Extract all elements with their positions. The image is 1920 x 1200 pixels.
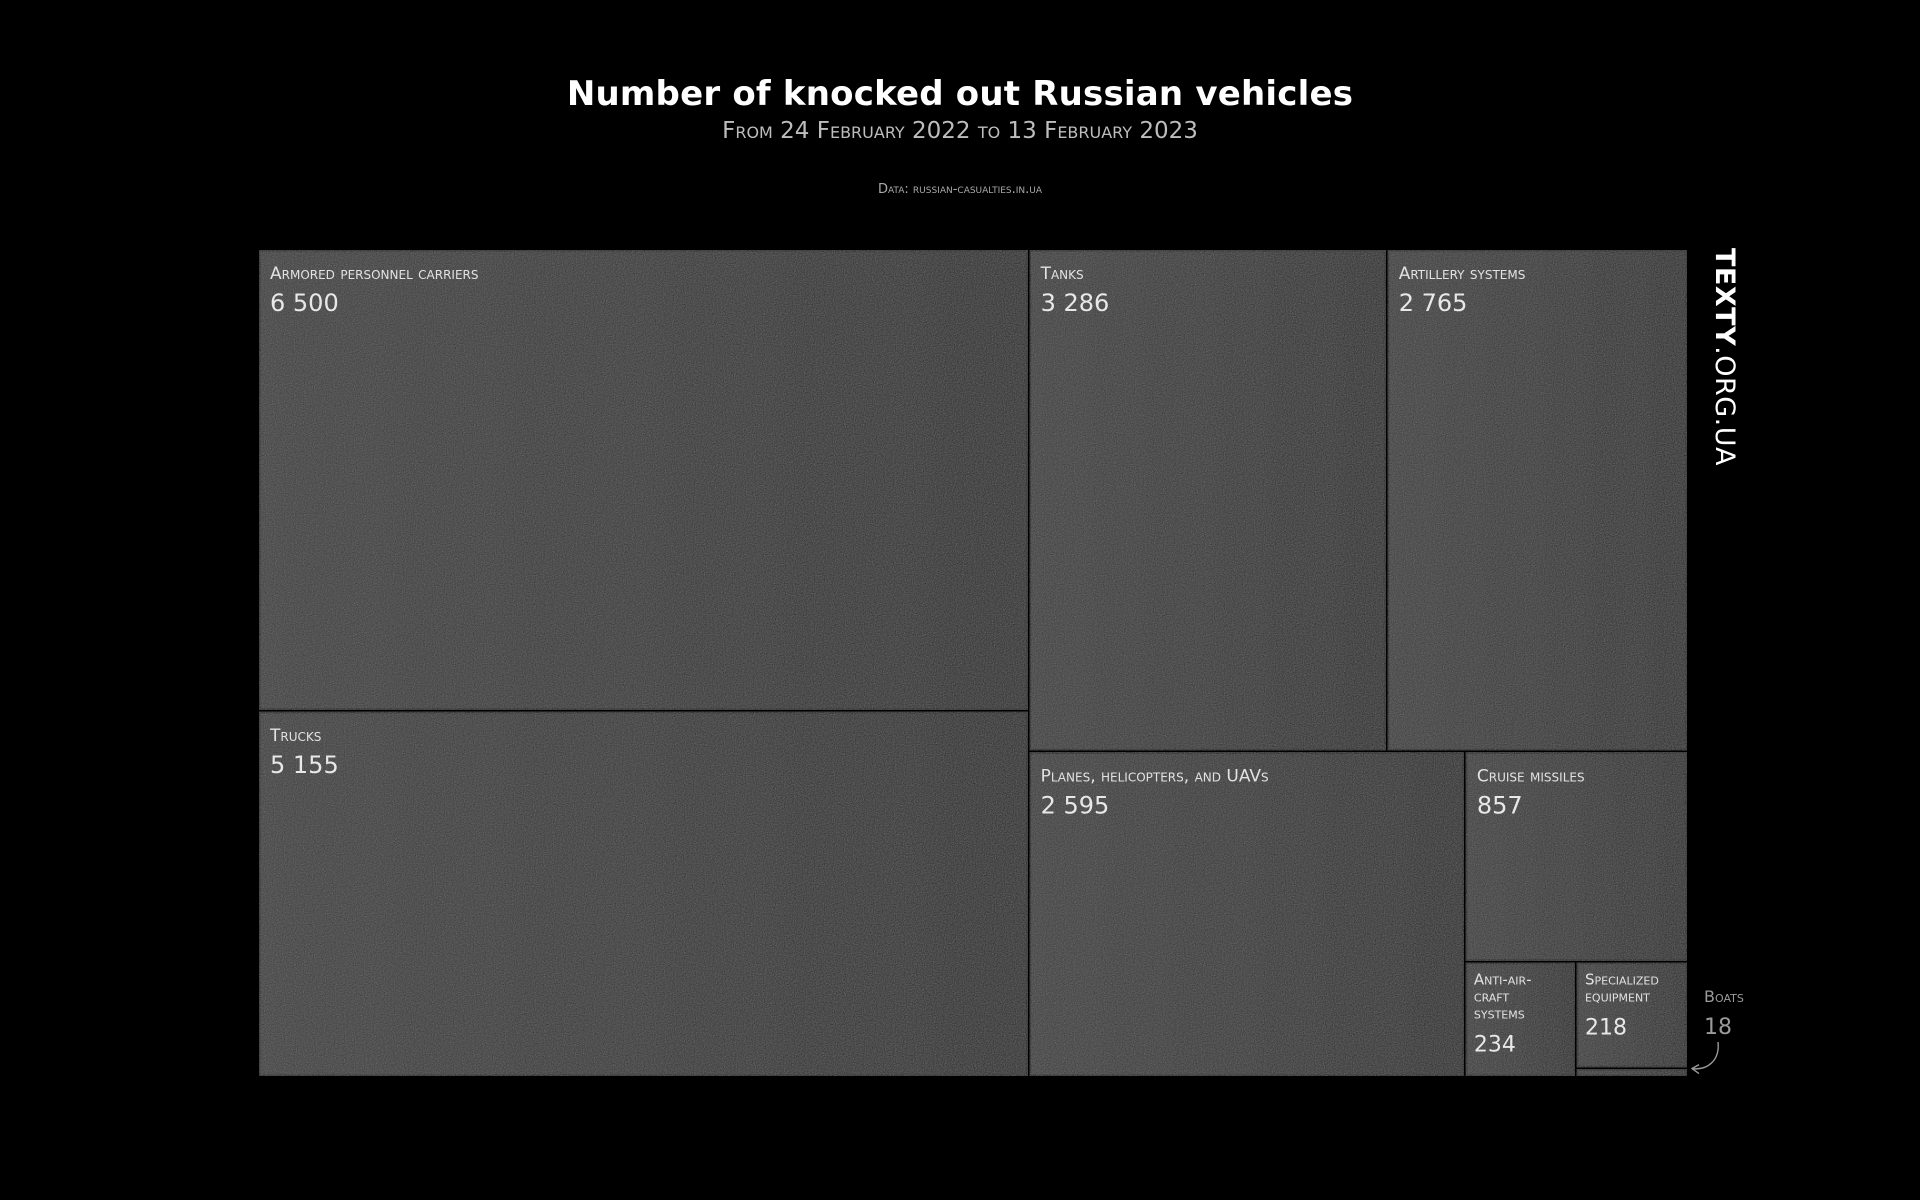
cell-anti-aircraft-systems: Anti-air-craft systems 234 xyxy=(1464,961,1577,1078)
cell-label-armored-personnel-carriers: Armored personnel carriers xyxy=(270,264,479,284)
cell-specialized-equipment: Specialized equipment 218 xyxy=(1575,961,1689,1069)
cell-label-artillery-systems: Artillery systems xyxy=(1399,264,1526,284)
cell-value-planes-helicopters-uavs: 2 595 xyxy=(1041,791,1110,819)
cell-label-trucks: Trucks xyxy=(269,726,321,746)
cell-rect-cruise-missiles xyxy=(1464,750,1689,963)
boats-arrowhead xyxy=(1690,1063,1700,1075)
cell-rect-specialized-equipment xyxy=(1575,961,1689,1069)
cell-label-planes-helicopters-uavs: Planes, helicopters, and UAVs xyxy=(1041,766,1269,786)
cell-label-line: craft xyxy=(1474,988,1510,1006)
cell-value-armored-personnel-carriers: 6 500 xyxy=(270,289,339,317)
cell-value-cruise-missiles: 857 xyxy=(1477,791,1523,819)
cell-label-line: Anti-air- xyxy=(1474,971,1532,989)
cell-label-line: Cruise missiles xyxy=(1477,766,1585,786)
cell-label-line: Artillery systems xyxy=(1399,264,1526,284)
cell-rect-artillery-systems xyxy=(1386,248,1689,752)
cell-label-line: equipment xyxy=(1585,988,1650,1006)
cell-label-line: Armored personnel carriers xyxy=(270,264,479,284)
cell-label-line: Trucks xyxy=(269,726,321,746)
cell-value-anti-aircraft-systems: 234 xyxy=(1474,1033,1516,1058)
cell-label-specialized-equipment: Specialized equipment xyxy=(1585,971,1659,1006)
cell-label-anti-aircraft-systems: Anti-air-craft systems xyxy=(1474,971,1532,1023)
cell-label-line: Specialized xyxy=(1585,971,1659,989)
cell-label-line: systems xyxy=(1474,1005,1525,1023)
cell-rect-trucks xyxy=(257,710,1030,1078)
cell-rect-planes-helicopters-uavs xyxy=(1028,750,1466,1078)
cell-value-tanks: 3 286 xyxy=(1041,289,1110,317)
boats-arrow xyxy=(1691,1041,1719,1070)
cell-cruise-missiles: Cruise missiles 857 xyxy=(1464,750,1689,963)
cell-rect-boats xyxy=(1575,1067,1689,1078)
chart-title: Number of knocked out Russian vehicles xyxy=(566,74,1354,114)
cell-tanks: Tanks 3 286 xyxy=(1028,248,1388,752)
cell-artillery-systems: Artillery systems 2 765 xyxy=(1386,248,1689,752)
cell-label-line: Planes, helicopters, and UAVs xyxy=(1041,766,1269,786)
cell-label-cruise-missiles: Cruise missiles xyxy=(1477,766,1585,786)
cell-label-boats: Boats xyxy=(1704,987,1744,1006)
cell-rect-armored-personnel-carriers xyxy=(257,248,1030,712)
data-source: Data: russian-casualties.in.ua xyxy=(877,182,1043,197)
cell-value-specialized-equipment: 218 xyxy=(1585,1016,1627,1041)
cell-planes-helicopters-uavs: Planes, helicopters, and UAVs 2 595 xyxy=(1028,750,1466,1078)
cell-rect-tanks xyxy=(1028,248,1388,752)
cell-trucks: Trucks 5 155 xyxy=(257,710,1030,1078)
cell-rect-anti-aircraft-systems xyxy=(1464,961,1577,1078)
cell-label-tanks: Tanks xyxy=(1040,264,1084,284)
cell-boats xyxy=(1575,1067,1689,1078)
cell-label-line: Tanks xyxy=(1040,264,1084,284)
cell-value-boats: 18 xyxy=(1704,1015,1732,1040)
cell-armored-personnel-carriers: Armored personnel carriers 6 500 xyxy=(257,248,1030,712)
cell-value-artillery-systems: 2 765 xyxy=(1399,289,1468,317)
chart-subtitle: From 24 February 2022 to 13 February 202… xyxy=(722,118,1198,144)
cell-value-trucks: 5 155 xyxy=(270,751,339,779)
